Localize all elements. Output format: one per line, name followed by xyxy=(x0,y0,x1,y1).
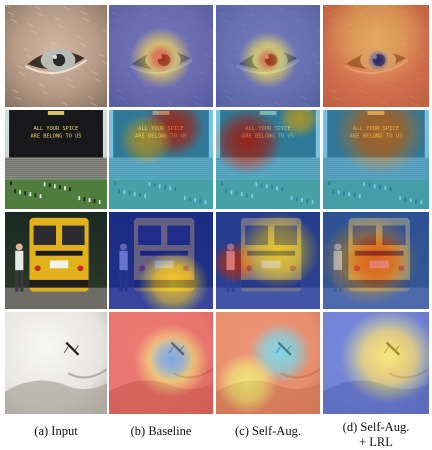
caption-line: (b) Baseline xyxy=(130,424,192,438)
caption-line: + LRL xyxy=(359,435,393,449)
caption-col3: (c) Self-Aug. xyxy=(216,424,320,439)
input-image-scoreboard: ALL YOUR SPICE ARE BELONG TO US xyxy=(5,110,107,209)
heatmap-school-bus-col4 xyxy=(323,212,429,309)
attention-overlay xyxy=(216,5,320,107)
heatmap-eye-col4 xyxy=(323,5,429,107)
heatmap-school-bus-col3 xyxy=(216,212,320,309)
attention-overlay xyxy=(109,110,213,209)
caption-col2: (b) Baseline xyxy=(109,424,213,439)
heatmap-school-bus-col2 xyxy=(109,212,213,309)
scoreboard-text: ARE BELONG TO US xyxy=(30,134,81,140)
attention-overlay xyxy=(216,212,320,309)
attention-overlay xyxy=(323,5,429,107)
attention-overlay xyxy=(109,5,213,107)
caption-col4: (d) Self-Aug. + LRL xyxy=(323,420,429,450)
heatmap-eye-col2 xyxy=(109,5,213,107)
input-image-insect xyxy=(5,312,107,414)
heatmap-insect-col3 xyxy=(216,312,320,414)
attention-overlay xyxy=(323,212,429,309)
caption-line: (c) Self-Aug. xyxy=(235,424,301,438)
attention-overlay xyxy=(323,312,429,414)
heatmap-insect-col2 xyxy=(109,312,213,414)
caption-col1: (a) Input xyxy=(5,424,107,439)
attention-overlay xyxy=(323,110,429,209)
attention-overlay xyxy=(216,312,320,414)
attention-overlay xyxy=(109,312,213,414)
attention-overlay xyxy=(109,212,213,309)
input-image-school-bus xyxy=(5,212,107,309)
input-image-eye xyxy=(5,5,107,107)
heatmap-eye-col3 xyxy=(216,5,320,107)
attention-overlay xyxy=(216,110,320,209)
caption-line: (d) Self-Aug. xyxy=(342,420,410,434)
heatmap-insect-col4 xyxy=(323,312,429,414)
caption-line: (a) Input xyxy=(34,424,78,438)
scoreboard-text: ALL YOUR SPICE xyxy=(34,126,79,132)
